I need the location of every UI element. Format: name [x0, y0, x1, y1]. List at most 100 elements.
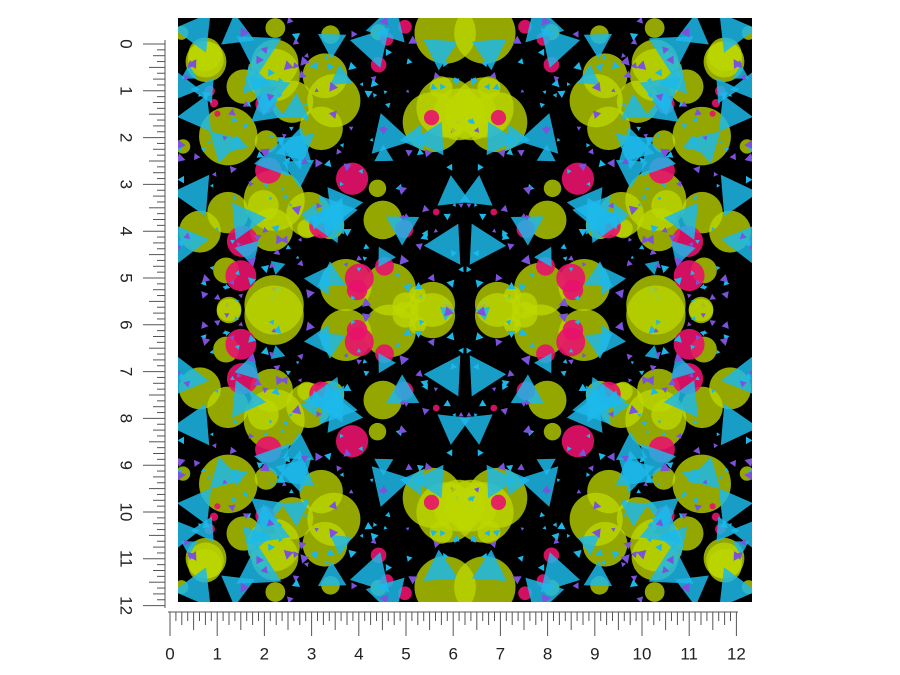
purple-chip [201, 274, 211, 283]
purple-chip [578, 163, 587, 172]
purple-chip [194, 459, 201, 467]
purple-chip [719, 274, 729, 283]
purple-chip [260, 566, 268, 574]
purple-chip [541, 485, 551, 493]
cyan-chip [695, 239, 700, 245]
cyan-triangle [486, 464, 517, 499]
horizontal-ruler-label: 1 [212, 644, 221, 663]
purple-chip [611, 527, 616, 532]
purple-chip [262, 387, 269, 394]
cyan-chip [506, 148, 514, 156]
green-circle [514, 304, 567, 358]
cyan-chip [310, 61, 318, 70]
purple-chip [666, 555, 674, 565]
cyan-chip [280, 187, 285, 191]
cyan-chip [690, 344, 696, 350]
cyan-chip [209, 265, 214, 271]
cyan-chip [492, 530, 500, 537]
purple-chip [576, 126, 582, 131]
cyan-chip [356, 348, 362, 353]
green-circle [708, 37, 742, 72]
cyan-chip [283, 193, 289, 199]
cyan-triangle [399, 469, 425, 496]
purple-chip [693, 446, 701, 455]
cyan-chip [385, 511, 391, 518]
purple-chip [238, 321, 243, 327]
cyan-chip [289, 489, 294, 494]
cyan-triangle [471, 549, 507, 581]
pink-circle [562, 319, 584, 341]
purple-chip [201, 321, 209, 329]
purple-chip [702, 135, 708, 141]
purple-chip [222, 135, 228, 141]
purple-chip [473, 487, 480, 493]
green-circle [569, 492, 623, 546]
purple-chip [608, 202, 614, 209]
purple-chip [178, 370, 182, 375]
purple-chip [695, 279, 701, 285]
cyan-chip [612, 61, 620, 70]
purple-chip [293, 551, 300, 558]
cyan-chip [656, 482, 661, 487]
purple-chip [660, 464, 667, 470]
cyan-chip [692, 419, 698, 425]
cyan-triangle [303, 324, 331, 355]
pattern-tile [445, 285, 752, 602]
purple-chip [674, 353, 684, 363]
purple-chip [293, 62, 300, 69]
purple-chip [572, 582, 579, 590]
cyan-triangle [437, 175, 471, 206]
purple-chip [336, 465, 342, 472]
cyan-chip [443, 213, 451, 221]
purple-chip [748, 370, 752, 375]
purple-chip [399, 355, 410, 366]
cyan-chip [452, 203, 456, 207]
purple-chip [424, 149, 433, 158]
cyan-triangle [413, 121, 444, 156]
purple-chip [645, 375, 654, 386]
cyan-chip [501, 380, 510, 388]
cyan-triangle [317, 33, 347, 59]
cyan-chip [285, 244, 291, 250]
purple-chip [271, 328, 277, 333]
cyan-chip [416, 464, 424, 472]
pink-circle [561, 425, 595, 458]
vertical-ruler-label: 12 [117, 596, 136, 615]
purple-chip [228, 504, 236, 512]
cyan-chip [574, 295, 580, 301]
purple-chip [721, 291, 729, 299]
cyan-chip [452, 534, 460, 542]
vertical-ruler-label: 1 [117, 86, 136, 95]
cyan-triangle [300, 203, 319, 223]
purple-chip [655, 518, 664, 527]
cyan-chip [646, 537, 652, 543]
purple-chip [403, 213, 410, 219]
cyan-triangle [536, 458, 556, 476]
cyan-chip [645, 429, 650, 433]
vertical-ruler-label: 2 [117, 133, 136, 142]
cyan-chip [303, 116, 308, 121]
purple-chip [328, 501, 337, 510]
cyan-chip [373, 522, 378, 527]
cyan-triangle [178, 174, 210, 217]
cyan-chip [268, 420, 273, 424]
purple-chip [630, 575, 638, 582]
green-circle [708, 548, 742, 583]
purple-chip [713, 443, 719, 449]
green-circle [409, 293, 456, 339]
cyan-chip [442, 552, 449, 560]
cyan-chip [474, 413, 478, 417]
cyan-chip [222, 285, 227, 290]
cyan-triangle [330, 64, 353, 86]
cyan-chip [690, 270, 696, 276]
purple-chip [399, 254, 410, 265]
cyan-chip [661, 346, 670, 355]
green-circle [363, 380, 403, 420]
cyan-triangle [611, 203, 630, 223]
cyan-triangle [486, 121, 517, 156]
cyan-chip [271, 387, 280, 396]
cyan-chip [629, 579, 639, 587]
cyan-chip [440, 530, 446, 537]
purple-chip [263, 464, 270, 470]
purple-chip [283, 60, 294, 70]
